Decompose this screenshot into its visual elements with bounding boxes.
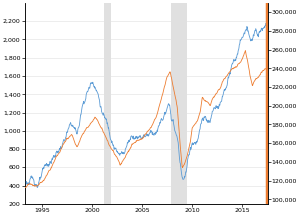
Bar bbox=[104, 3, 111, 204]
Bar bbox=[171, 3, 187, 204]
